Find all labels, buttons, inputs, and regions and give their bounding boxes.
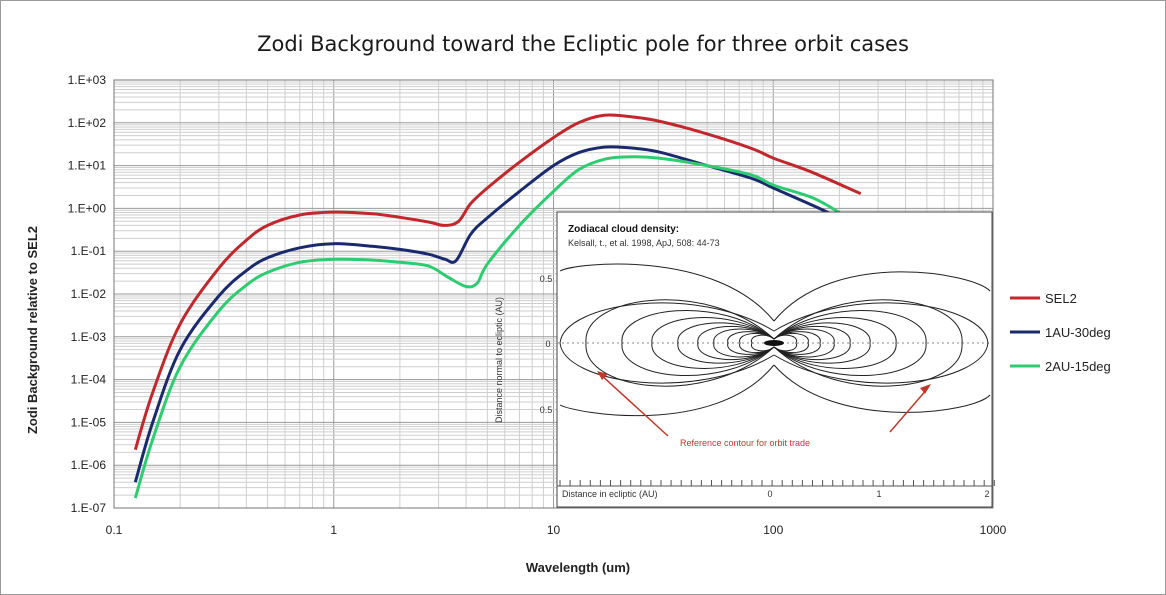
y-tick-label: 1.E+03 — [68, 73, 107, 87]
density-contour — [773, 299, 963, 387]
inset-title: Zodiacal cloud density: — [568, 224, 679, 235]
density-contour — [727, 331, 775, 355]
y-tick-label: 1.E-04 — [71, 373, 107, 387]
density-contour — [697, 325, 775, 361]
y-tick-label: 1.E-01 — [71, 244, 107, 258]
inset-x-label: Distance in ecliptic (AU) — [562, 489, 658, 499]
inset-frame — [556, 211, 993, 508]
x-tick-label: 10 — [547, 523, 561, 537]
y-tick-label: 1.E-05 — [71, 415, 107, 429]
plot-area — [113, 79, 994, 509]
density-contour — [621, 309, 775, 377]
inset-x-tick-2: 2 — [984, 489, 989, 499]
density-contour — [773, 271, 991, 322]
density-contour — [773, 328, 835, 358]
density-contour — [739, 332, 775, 354]
density-contour — [773, 325, 851, 361]
density-contour — [713, 328, 775, 358]
y-tick-label: 1.E-06 — [71, 458, 107, 472]
density-contour — [773, 364, 991, 413]
density-contour — [651, 317, 775, 369]
axis-ticks: 0.1 1 10 100 10001.E-071.E-061.E-051.E-041.E… — [68, 73, 1007, 537]
inset-y-tick-mid: 0 — [545, 339, 550, 349]
inset-sun-marker — [764, 340, 784, 346]
density-contour — [773, 322, 871, 364]
inset-x-ticks — [559, 480, 995, 486]
y-tick-label: 1.E+02 — [68, 116, 107, 130]
y-tick-label: 1.E-07 — [71, 501, 107, 515]
series-lines — [133, 113, 862, 499]
inset-citation: Kelsall, t., et al. 1998, ApJ, 508: 44-7… — [568, 238, 720, 248]
x-tick-label: 100 — [763, 523, 783, 537]
inset-y-tick-bottom: 0.5 — [540, 405, 553, 415]
density-contour — [559, 364, 775, 417]
density-contour — [559, 302, 775, 384]
legend: SEL2 1AU-30deg 2AU-15deg — [1010, 291, 1111, 374]
legend-label: 1AU-30deg — [1045, 325, 1111, 340]
legend-label: 2AU-15deg — [1045, 359, 1111, 374]
inset-x-tick-1: 1 — [876, 489, 881, 499]
x-tick-label: 0.1 — [106, 523, 123, 537]
inset-annotation: Reference contour for orbit trade — [680, 438, 810, 448]
y-tick-label: 1.E+00 — [68, 201, 107, 215]
density-contour — [559, 263, 775, 322]
x-tick-label: 1 — [330, 523, 337, 537]
y-tick-label: 1.E+01 — [68, 159, 107, 173]
y-axis-label: Zodi Background relative to SEL2 — [25, 226, 40, 434]
x-tick-label: 1000 — [980, 523, 1007, 537]
annotation-arrowhead-left — [597, 371, 608, 380]
inset-y-tick-top: 0.5 — [540, 274, 553, 284]
x-axis-label: Wavelength (um) — [526, 560, 630, 575]
density-contour — [750, 334, 775, 352]
density-contour — [773, 302, 989, 384]
density-contour — [773, 309, 927, 377]
series-line-sel2 — [133, 113, 862, 451]
inset-density-contours — [559, 263, 991, 417]
y-tick-label: 1.E-03 — [71, 330, 107, 344]
density-contour — [773, 334, 798, 352]
inset-y-label: Distance normal to ecliptic (AU) — [494, 297, 504, 423]
annotation-arrow-left — [599, 373, 669, 437]
annotation-arrowhead-right — [920, 384, 931, 394]
annotation-arrow-right — [889, 387, 929, 433]
density-contour — [677, 322, 775, 364]
chart-title: Zodi Background toward the Ecliptic pole… — [257, 32, 909, 56]
density-contour — [773, 331, 821, 355]
density-contour — [585, 299, 775, 387]
legend-label: SEL2 — [1045, 291, 1077, 306]
inset-x-tick-0: 0 — [767, 489, 772, 499]
inset-figure: Zodiacal cloud density: Kelsall, t., et … — [494, 211, 995, 508]
y-tick-label: 1.E-02 — [71, 287, 107, 301]
series-line-2au-15deg — [133, 155, 841, 499]
density-contour — [773, 317, 897, 369]
density-contour — [773, 332, 809, 354]
